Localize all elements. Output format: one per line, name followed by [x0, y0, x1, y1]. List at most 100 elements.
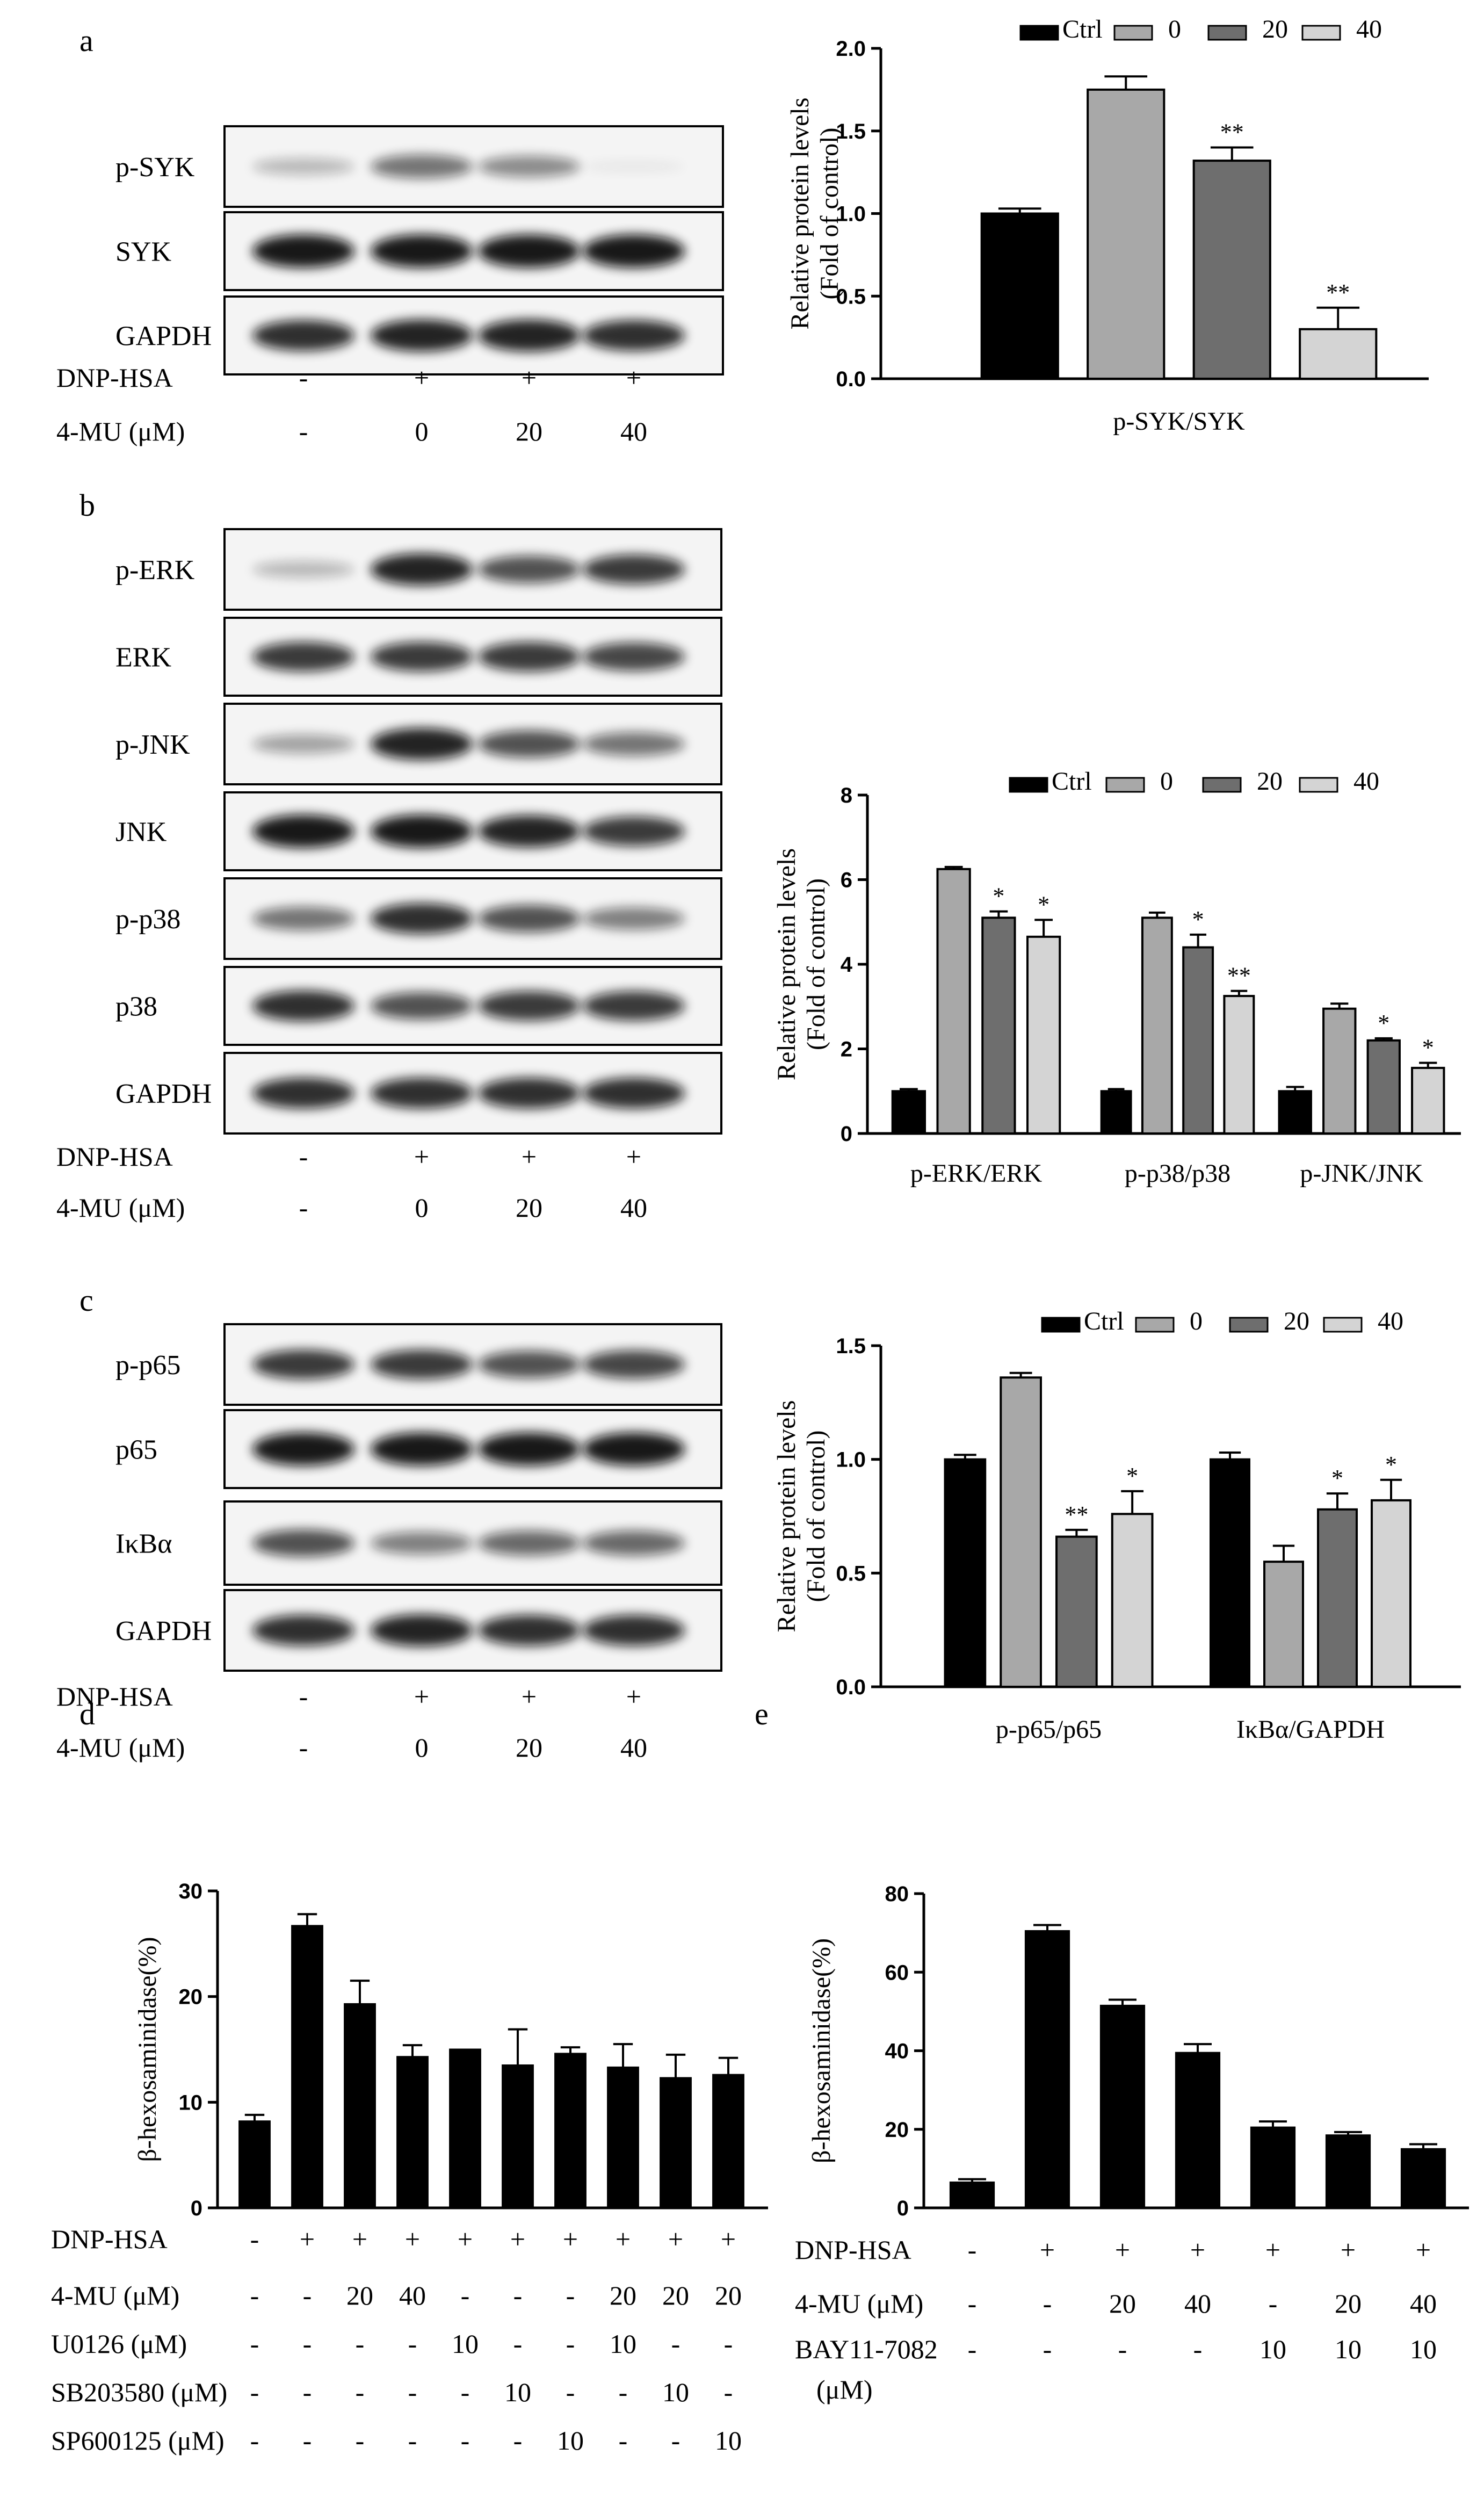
condition-value: 20 — [1335, 2288, 1362, 2319]
condition-value: + — [300, 2224, 315, 2254]
bar-b-2-3 — [1411, 1066, 1445, 1135]
condition-value: - — [566, 2377, 575, 2407]
blot-band — [478, 1530, 580, 1556]
condition-value: - — [303, 2377, 312, 2407]
blot-band — [252, 1615, 354, 1646]
blot-band — [478, 1351, 580, 1378]
y-tick-label-e: 0 — [897, 2197, 909, 2220]
condition-value: 20 — [516, 1193, 542, 1223]
y-tick-label-a: 0.5 — [836, 285, 866, 308]
bar-c-1-3 — [1371, 1499, 1411, 1688]
condition-value: + — [1190, 2235, 1205, 2265]
condition-value: + — [352, 2224, 367, 2254]
blot-band — [371, 992, 473, 1020]
condition-value: + — [1040, 2235, 1055, 2265]
y-tick-label-d: 10 — [179, 2091, 203, 2114]
blot-band — [583, 907, 685, 930]
condition-value: - — [299, 1142, 308, 1172]
blot-label: ERK — [115, 642, 171, 673]
blot-band — [583, 991, 685, 1021]
bar-e-5 — [1325, 2134, 1371, 2209]
y-tick-label-d: 20 — [179, 1985, 203, 2009]
blot-band — [252, 734, 354, 754]
y-axis-title-c: Relative protein levels — [772, 1400, 801, 1633]
condition-value: - — [1193, 2334, 1203, 2364]
blot-band — [252, 234, 354, 268]
blot-band — [252, 814, 354, 848]
condition-value: + — [626, 1142, 641, 1172]
legend-label-b-2: 20 — [1257, 767, 1283, 796]
bar-a-0-1 — [1087, 88, 1166, 380]
condition-value: 10 — [1335, 2334, 1362, 2364]
bar-e-0 — [949, 2181, 995, 2209]
panel-letter-e: e — [755, 1696, 769, 1731]
condition-value: - — [299, 1732, 308, 1763]
condition-value: - — [513, 2280, 523, 2310]
legend-swatch-a-3 — [1301, 25, 1341, 41]
blot-band — [583, 1350, 685, 1379]
condition-value: - — [461, 2425, 470, 2456]
significance-mark-b: * — [1422, 1034, 1434, 1060]
condition-value: - — [408, 2377, 417, 2407]
condition-value: 10 — [1410, 2334, 1437, 2364]
blot-band — [583, 1432, 685, 1466]
condition-value: + — [563, 2224, 578, 2254]
condition-value: 10 — [662, 2377, 689, 2407]
bar-b-2-0 — [1278, 1090, 1312, 1135]
blot-band — [583, 554, 685, 584]
blot-band — [252, 1432, 354, 1466]
condition-value: + — [522, 363, 537, 393]
significance-mark-c: * — [1126, 1463, 1138, 1489]
blot-label: GAPDH — [115, 1079, 212, 1109]
condition-value: - — [299, 1681, 308, 1712]
condition-value: 10 — [610, 2329, 636, 2359]
y-tick-label-d: 30 — [179, 1880, 203, 1903]
blot-band — [478, 815, 580, 848]
condition-value: + — [626, 363, 641, 393]
blot-label: p-SYK — [115, 152, 195, 183]
blot-band — [583, 1078, 685, 1109]
condition-value: - — [461, 2280, 470, 2310]
condition-value: 20 — [610, 2280, 636, 2310]
condition-value: + — [458, 2224, 473, 2254]
bar-e-4 — [1250, 2126, 1296, 2209]
condition-value: + — [510, 2224, 525, 2254]
bar-c-1-1 — [1263, 1561, 1304, 1688]
bar-b-2-2 — [1366, 1039, 1401, 1135]
blot-label: p-p38 — [115, 904, 180, 935]
y-tick-label-b: 8 — [841, 784, 852, 807]
condition-value: 10 — [715, 2425, 742, 2456]
bar-b-1-1 — [1141, 916, 1173, 1135]
blot-band — [371, 1532, 473, 1555]
condition-value: 40 — [620, 416, 647, 446]
condition-value: 40 — [620, 1193, 647, 1223]
condition-value: + — [1115, 2235, 1130, 2265]
blot-band — [252, 1078, 354, 1109]
condition-value: 20 — [346, 2280, 373, 2310]
y-axis-subtitle-b: (Fold of control) — [802, 878, 830, 1050]
y-axis-title-d: β-hexosaminidase(%) — [133, 1937, 162, 2162]
bar-d-5 — [502, 2064, 534, 2209]
condition-value: + — [1416, 2235, 1431, 2265]
y-axis-title-e: β-hexosaminidase(%) — [807, 1938, 836, 2163]
y-axis-subtitle-a: (Fold of control) — [815, 128, 844, 300]
condition-value: - — [566, 2280, 575, 2310]
legend-swatch-c-1 — [1135, 1317, 1175, 1333]
y-tick-label-e: 40 — [885, 2040, 909, 2063]
condition-value: + — [405, 2224, 420, 2254]
condition-value: 40 — [399, 2280, 426, 2310]
condition-value: 20 — [516, 416, 542, 446]
condition-value: - — [513, 2425, 523, 2456]
blot-label: GAPDH — [115, 1616, 212, 1647]
condition-label: SP600125 (μM) — [51, 2425, 225, 2456]
bar-e-3 — [1175, 2052, 1221, 2209]
condition-value: + — [1265, 2235, 1280, 2265]
bar-d-3 — [396, 2056, 429, 2209]
blot-label: p-p65 — [115, 1350, 180, 1381]
condition-value: - — [724, 2329, 733, 2359]
blot-band — [252, 320, 354, 351]
blot-label: p-JNK — [115, 730, 190, 760]
panel-letter-d: d — [79, 1696, 95, 1731]
condition-value: - — [250, 2329, 259, 2359]
category-label-c: p-p65/p65 — [996, 1715, 1102, 1744]
